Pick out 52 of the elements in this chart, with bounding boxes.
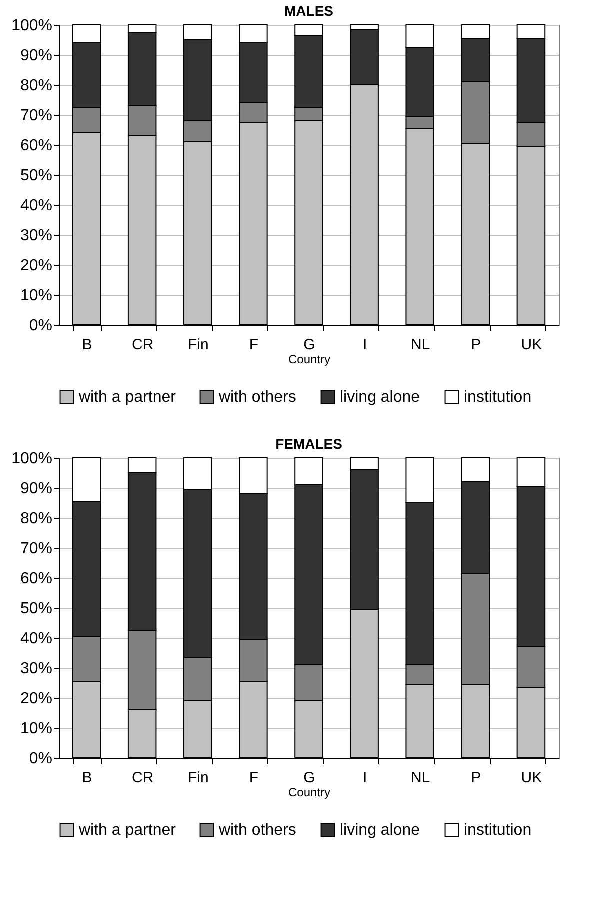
x-axis-title: Country: [288, 786, 331, 800]
y-tick-label: 40%: [20, 630, 52, 648]
legend-label: with a partner: [78, 822, 177, 840]
x-tick-label: B: [82, 336, 92, 354]
x-tick-label: NL: [411, 770, 430, 786]
x-tick-label: CR: [132, 336, 154, 354]
x-tick-label: P: [471, 770, 482, 786]
y-tick-label: 60%: [20, 138, 52, 154]
y-tick-label: 70%: [20, 540, 52, 558]
y-tick-label: 0%: [29, 318, 52, 334]
legend-label: institution: [464, 389, 532, 406]
y-tick-label: 10%: [20, 288, 52, 304]
legend-label: with others: [218, 822, 296, 840]
legend-label: with others: [218, 389, 296, 406]
x-tick-label: B: [82, 770, 92, 786]
y-tick-label: 100%: [12, 450, 52, 468]
y-tick-label: 80%: [20, 510, 52, 528]
legend-label: with a partner: [78, 389, 177, 406]
x-tick-label: G: [304, 770, 316, 786]
y-tick-label: 30%: [20, 228, 52, 244]
x-axis-title: Country: [288, 352, 331, 366]
y-tick-label: 100%: [12, 18, 52, 34]
x-tick-label: F: [249, 770, 259, 786]
chart-title: FEMALES: [276, 436, 342, 452]
y-tick-label: 50%: [20, 600, 52, 618]
legend-label: living alone: [340, 822, 420, 840]
y-tick-label: 80%: [20, 78, 52, 94]
x-tick-label: G: [304, 336, 316, 354]
x-tick-label: Fin: [188, 336, 209, 354]
x-tick-label: I: [362, 336, 368, 354]
chart-title: MALES: [284, 3, 334, 19]
y-tick-label: 70%: [20, 108, 52, 124]
x-tick-label: Fin: [188, 770, 209, 786]
x-tick-label: F: [249, 336, 259, 354]
y-tick-label: 0%: [29, 750, 52, 768]
y-tick-label: 90%: [20, 48, 52, 64]
x-tick-label: I: [362, 770, 368, 786]
legend-label: institution: [464, 822, 532, 840]
y-tick-label: 50%: [20, 168, 52, 184]
y-tick-label: 10%: [20, 720, 52, 738]
x-tick-label: CR: [132, 770, 154, 786]
x-tick-label: UK: [521, 770, 542, 786]
y-tick-label: 90%: [20, 480, 52, 498]
y-tick-label: 30%: [20, 660, 52, 678]
y-tick-label: 20%: [20, 690, 52, 708]
y-tick-label: 60%: [20, 570, 52, 588]
legend-label: living alone: [340, 389, 420, 406]
x-tick-label: NL: [411, 336, 430, 354]
x-tick-label: P: [471, 336, 482, 354]
y-tick-label: 40%: [20, 198, 52, 214]
x-tick-label: UK: [521, 336, 542, 354]
y-tick-label: 20%: [20, 258, 52, 274]
